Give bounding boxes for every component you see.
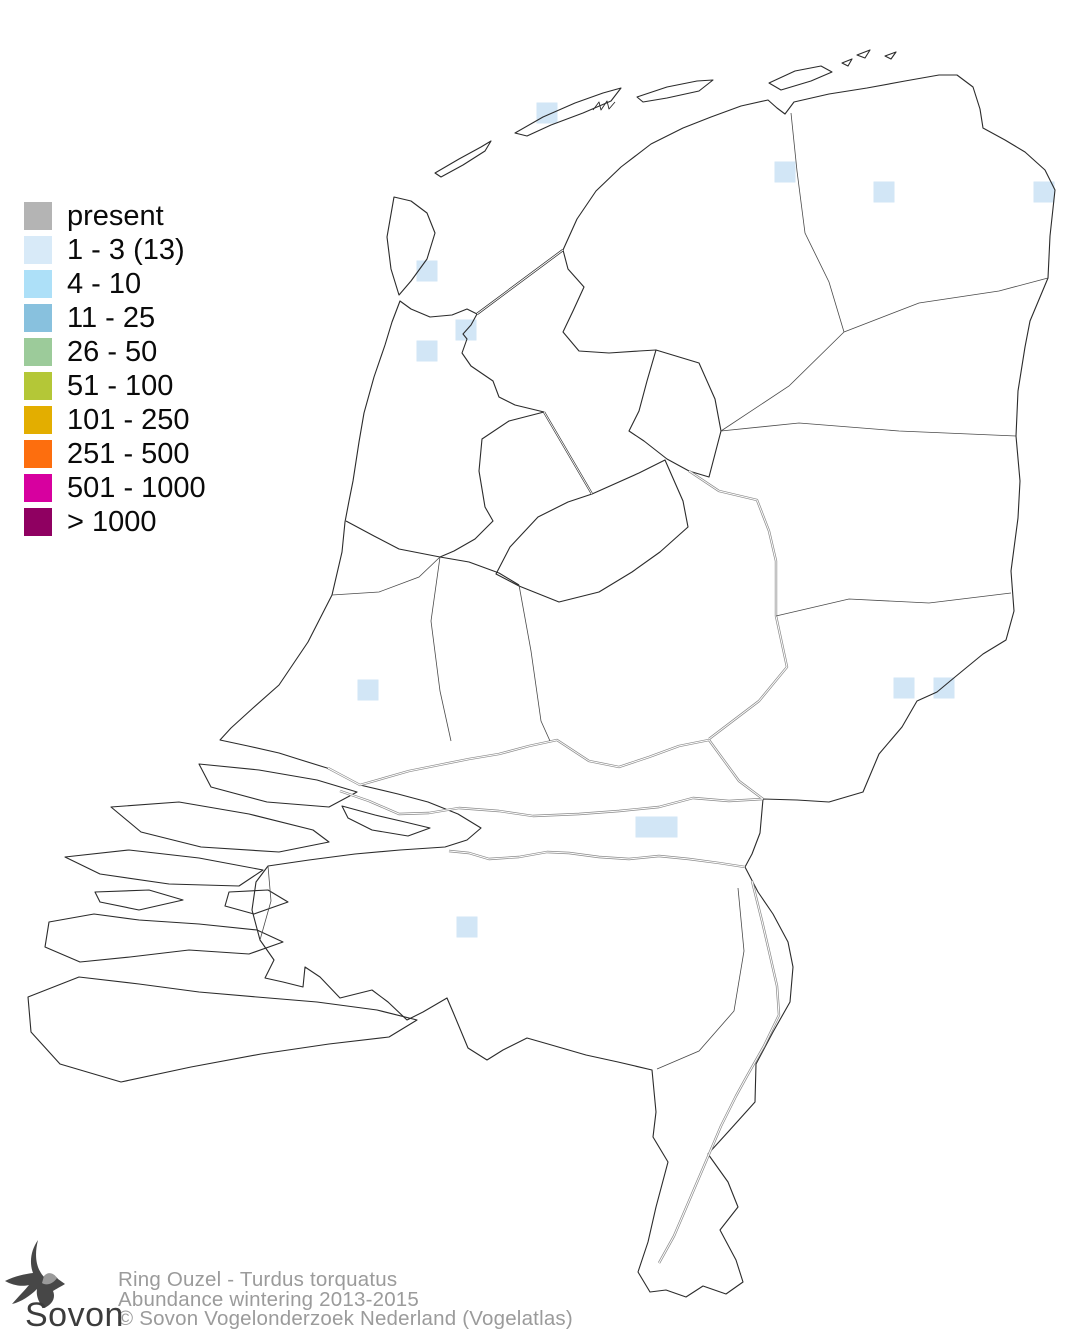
legend-swatch xyxy=(24,474,52,502)
legend-swatch xyxy=(24,304,52,332)
houtribdijk-inner xyxy=(543,411,593,495)
legend-item: 251 - 500 xyxy=(24,438,206,470)
border-groningen-drenthe xyxy=(843,277,1049,333)
abundance-legend: present 1 - 3 (13) 4 - 10 11 - 25 26 - 50 51 … xyxy=(24,202,206,542)
map-caption: Ring Ouzel - Turdus torquatus Abundance … xyxy=(118,1270,573,1329)
legend-item: > 1000 xyxy=(24,506,206,538)
abundance-square xyxy=(416,340,438,362)
legend-label: 4 - 10 xyxy=(67,268,142,300)
legend-swatch xyxy=(24,202,52,230)
copyright-line: © Sovon Vogelonderzoek Nederland (Vogela… xyxy=(118,1307,573,1330)
legend-item: 101 - 250 xyxy=(24,404,206,436)
legend-label: 51 - 100 xyxy=(67,370,174,402)
island-schouwen xyxy=(64,849,264,887)
coastline-group xyxy=(27,49,1056,1298)
sovon-logo xyxy=(5,1240,65,1308)
legend-label: 11 - 25 xyxy=(67,302,156,334)
legend-label: present xyxy=(67,200,164,232)
dikes-group xyxy=(476,249,593,495)
abundance-square xyxy=(656,816,678,838)
rivers-group xyxy=(327,470,789,1264)
abundance-square xyxy=(635,816,657,838)
legend-item: 4 - 10 xyxy=(24,268,206,300)
friesland-shore xyxy=(562,249,657,354)
border-overijssel-gelderland xyxy=(775,592,1012,617)
legend-item: 51 - 100 xyxy=(24,370,206,402)
mainland-outline xyxy=(219,74,1056,1298)
abundance-square xyxy=(416,260,438,282)
legend-label: 251 - 500 xyxy=(67,438,190,470)
island-texel xyxy=(386,196,436,296)
flevoland-outline xyxy=(495,459,689,603)
island-ameland xyxy=(636,79,714,103)
island-vlieland xyxy=(434,140,492,178)
abundance-square xyxy=(774,161,796,183)
province-borders-group xyxy=(259,112,1049,1070)
river-maas-limburg xyxy=(657,880,781,1264)
legend-label: 1 - 3 (13) xyxy=(67,234,185,266)
abundance-square xyxy=(357,679,379,701)
legend-swatch xyxy=(24,372,52,400)
legend-label: 101 - 250 xyxy=(67,404,190,436)
legend-item: 501 - 1000 xyxy=(24,472,206,504)
map-subtitle: Abundance wintering 2013-2015 xyxy=(118,1287,419,1311)
legend-item: present xyxy=(24,200,206,232)
noordoostpolder-outline xyxy=(628,349,722,478)
abundance-square xyxy=(873,181,895,203)
abundance-square xyxy=(1033,181,1055,203)
legend-swatch xyxy=(24,236,52,264)
abundance-squares-layer xyxy=(357,102,1055,938)
legend-item: 11 - 25 xyxy=(24,302,206,334)
afsluitdijk-inner xyxy=(476,249,564,315)
swallow-wing-highlight xyxy=(42,1273,57,1285)
island-voorne-putten xyxy=(198,763,358,808)
swallow-icon xyxy=(5,1240,65,1308)
species-title: Ring Ouzel - Turdus torquatus xyxy=(118,1268,398,1291)
ijsselmeer-shore xyxy=(461,313,545,413)
legend-swatch xyxy=(24,338,52,366)
abundance-square xyxy=(893,677,915,699)
border-utrecht-holland xyxy=(430,556,452,742)
island-tholen xyxy=(224,889,289,915)
border-zeeland-brabant xyxy=(259,865,272,941)
island-hoeksche-waard xyxy=(341,805,431,837)
border-gelderland-utrecht xyxy=(518,584,551,742)
island-schiermonnikoog xyxy=(768,65,833,91)
river-waal xyxy=(339,789,764,818)
border-friesland-groningen xyxy=(790,112,845,333)
legend-item: 1 - 3 (13) xyxy=(24,234,206,266)
markermeer-shore xyxy=(439,411,545,558)
island-goeree xyxy=(110,801,330,853)
border-friesland-drenthe xyxy=(720,331,845,432)
island-rottum xyxy=(841,49,897,67)
legend-item: 26 - 50 xyxy=(24,336,206,368)
island-noord-beveland xyxy=(94,889,184,911)
sovon-wordmark: Sovon xyxy=(25,1296,124,1334)
legend-swatch xyxy=(24,270,52,298)
legend-label: 26 - 50 xyxy=(67,336,158,368)
abundance-square xyxy=(536,102,558,124)
abundance-square xyxy=(933,677,955,699)
noordzeekanaal xyxy=(345,520,441,558)
border-drenthe-overijssel xyxy=(720,422,1017,437)
legend-label: > 1000 xyxy=(67,506,157,538)
legend-swatch xyxy=(24,440,52,468)
gooi-shore xyxy=(439,556,520,586)
river-ijssel xyxy=(688,470,789,740)
border-noord-zuid-holland xyxy=(331,556,441,596)
border-brabant-limburg xyxy=(656,887,745,1070)
terschelling-dunes xyxy=(592,100,616,111)
legend-label: 501 - 1000 xyxy=(67,472,206,504)
legend-swatch xyxy=(24,508,52,536)
island-zeeuws-vlaanderen xyxy=(27,976,418,1083)
abundance-square xyxy=(456,916,478,938)
island-terschelling xyxy=(514,87,622,137)
river-nederrijn-lek xyxy=(327,738,764,800)
island-walcheren-beveland xyxy=(44,913,284,963)
legend-swatch xyxy=(24,406,52,434)
